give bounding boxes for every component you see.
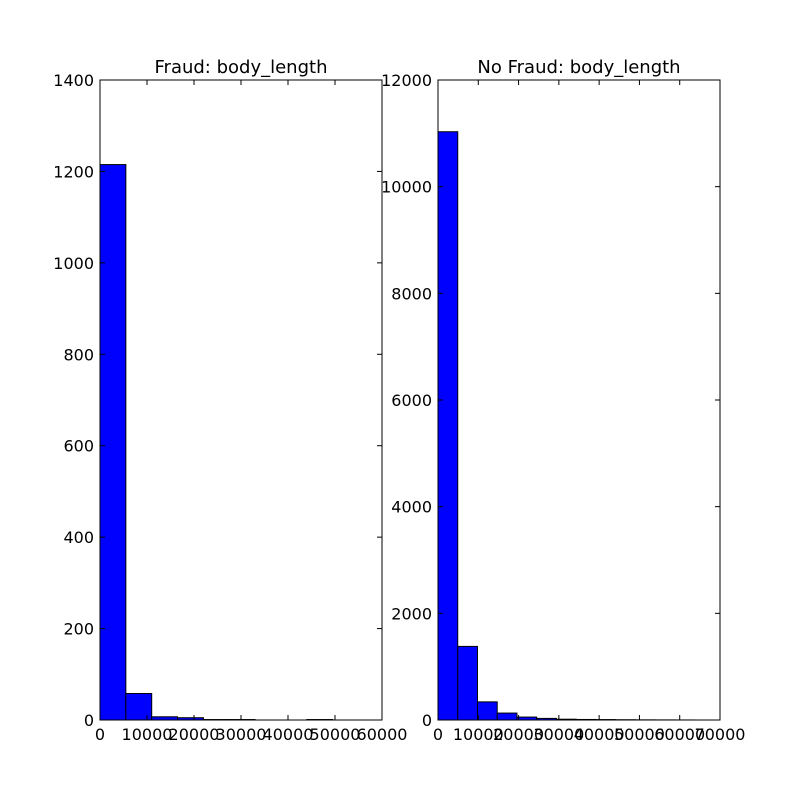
fraud-bar xyxy=(125,692,153,721)
no-fraud-y-tick-label: 4000 xyxy=(391,498,432,517)
no-fraud-y-tick-label: 8000 xyxy=(391,284,432,303)
fraud-y-tick-label: 0 xyxy=(84,711,94,730)
no-fraud-x-tick-label: 20000 xyxy=(493,725,544,744)
no-fraud-x-tick-label: 50000 xyxy=(614,725,665,744)
fraud-histogram-panel: Fraud: body_length 0 10000200003000040000… xyxy=(53,57,407,744)
no-fraud-y-tick-label: 10000 xyxy=(381,178,432,197)
fraud-x-tick-label: 60000 xyxy=(357,725,408,744)
no-fraud-y-tick-label: 0 xyxy=(422,711,432,730)
no-fraud-bar xyxy=(457,645,478,721)
no-fraud-y-tick-label: 12000 xyxy=(381,71,432,90)
no-fraud-x-tick-label: 40000 xyxy=(574,725,625,744)
fraud-x-tick-label: 10000 xyxy=(122,725,173,744)
no-fraud-x-tick-label: 70000 xyxy=(695,725,746,744)
no-fraud-bar xyxy=(437,131,459,721)
fraud-x-tick-label: 20000 xyxy=(169,725,220,744)
fraud-y-tick-label: 800 xyxy=(63,345,94,364)
fraud-y-tick-label: 1200 xyxy=(53,162,94,181)
no-fraud-x-tick-label: 60000 xyxy=(654,725,705,744)
fraud-x-tick-label: 30000 xyxy=(216,725,267,744)
fraud-y-tick-label: 1000 xyxy=(53,254,94,273)
fraud-y-tick-label: 600 xyxy=(63,437,94,456)
no-fraud-histogram-panel: No Fraud: body_length 0 10000200003000040… xyxy=(381,57,745,744)
no-fraud-x-tick-label: 10000 xyxy=(453,725,504,744)
no-fraud-y-tick-label: 2000 xyxy=(391,604,432,623)
fraud-x-tick-label: 0 xyxy=(95,725,105,744)
no-fraud-x-tick-label: 30000 xyxy=(533,725,584,744)
fraud-y-tick-label: 1400 xyxy=(53,71,94,90)
no-fraud-chart-title: No Fraud: body_length xyxy=(477,57,680,78)
fraud-bar xyxy=(99,164,127,721)
fraud-x-tick-label: 50000 xyxy=(310,725,361,744)
fraud-y-tick-label: 400 xyxy=(63,528,94,547)
no-fraud-x-tick-label: 0 xyxy=(433,725,443,744)
fraud-chart-title: Fraud: body_length xyxy=(155,57,328,78)
no-fraud-bar xyxy=(476,701,498,721)
no-fraud-y-tick-label: 6000 xyxy=(391,391,432,410)
fraud-x-tick-label: 40000 xyxy=(263,725,314,744)
no-fraud-bar xyxy=(496,712,518,721)
fraud-y-tick-label: 200 xyxy=(63,620,94,639)
